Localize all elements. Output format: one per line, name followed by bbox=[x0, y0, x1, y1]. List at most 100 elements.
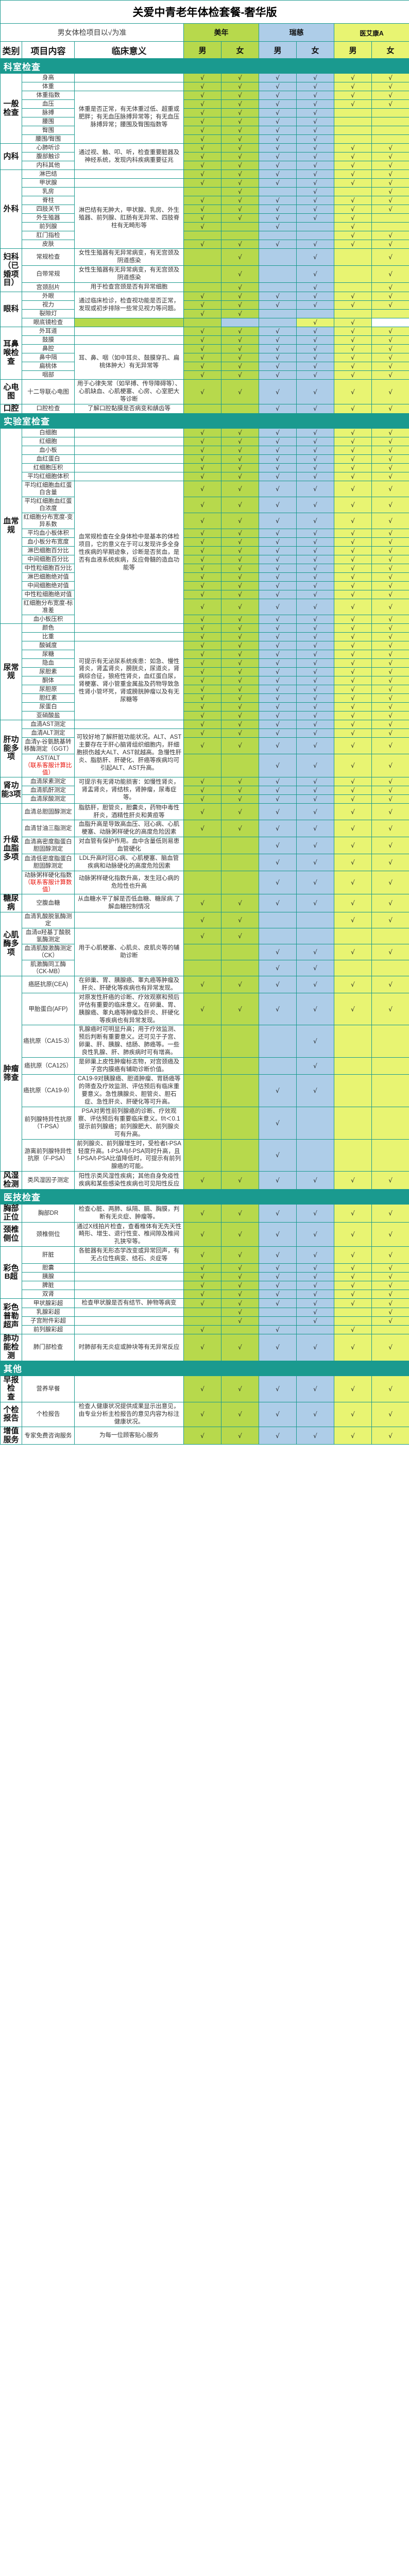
check-mark-icon: √ bbox=[371, 428, 409, 437]
check-mark-icon: √ bbox=[296, 1316, 334, 1326]
check-mark-icon: √ bbox=[296, 187, 334, 197]
check-mark-icon: √ bbox=[334, 632, 372, 642]
check-mark-icon: √ bbox=[371, 641, 409, 651]
check-mark-icon: √ bbox=[183, 529, 221, 538]
check-mark-icon: √ bbox=[296, 471, 334, 482]
row-meaning bbox=[74, 1316, 184, 1326]
check-mark-icon: √ bbox=[371, 240, 409, 249]
check-mark-icon: √ bbox=[334, 1272, 372, 1282]
check-mark-icon: √ bbox=[296, 1426, 334, 1445]
check-mark-icon: √ bbox=[183, 894, 221, 912]
check-mark-icon: √ bbox=[371, 564, 409, 573]
check-mark-icon: √ bbox=[259, 572, 297, 582]
check-mark-icon: √ bbox=[371, 379, 409, 404]
row-meaning: 为每一位顾客贴心服务 bbox=[74, 1426, 184, 1445]
check-mark-icon: √ bbox=[259, 1074, 297, 1107]
check-mark-icon: √ bbox=[334, 73, 372, 83]
table-row: 腰围 √ √ √ √ bbox=[1, 117, 409, 127]
table-row: 亚硝酸盐 √ √ √ √ √ √ bbox=[1, 711, 409, 721]
check-mark-icon: √ bbox=[259, 497, 297, 514]
check-mark-icon: √ bbox=[296, 667, 334, 677]
check-mark-icon: √ bbox=[221, 265, 259, 283]
row-meaning: 阳性示类风湿性疾病；其他自身免疫性疾病和某些感染性疾病也可见阳性反应 bbox=[74, 1171, 184, 1190]
check-mark-icon: √ bbox=[221, 379, 259, 404]
check-mark-icon: √ bbox=[221, 497, 259, 514]
check-mark-icon: √ bbox=[221, 785, 259, 795]
row-item: 前列腺 bbox=[22, 222, 75, 232]
check-cell-empty bbox=[183, 1106, 221, 1140]
check-mark-icon: √ bbox=[371, 1375, 409, 1403]
check-mark-icon: √ bbox=[221, 134, 259, 144]
row-item: 胰腺 bbox=[22, 1272, 75, 1282]
check-mark-icon: √ bbox=[259, 379, 297, 404]
table-row: 彩色 普勒 超声 甲状腺彩超 检查甲状腺是否有结节、肿物等病变 √ √ √ √ √ √ bbox=[0, 1298, 409, 1335]
check-mark-icon: √ bbox=[371, 1171, 409, 1190]
check-mark-icon: √ bbox=[221, 196, 259, 206]
check-mark-icon: √ bbox=[221, 720, 259, 730]
check-mark-icon: √ bbox=[259, 1375, 297, 1403]
check-mark-icon: √ bbox=[183, 776, 221, 786]
row-category: 口腔 bbox=[0, 403, 22, 414]
row-meaning: 用于心肌梗塞、心肌炎、皮肌炎等的辅助诊断 bbox=[74, 927, 184, 976]
check-mark-icon: √ bbox=[183, 178, 221, 188]
check-mark-icon: √ bbox=[371, 370, 409, 380]
check-mark-icon: √ bbox=[183, 685, 221, 694]
row-item: 甲状腺 bbox=[22, 178, 75, 188]
check-cell-empty bbox=[221, 943, 259, 960]
check-mark-icon: √ bbox=[183, 161, 221, 171]
check-cell-empty bbox=[183, 854, 221, 872]
check-mark-icon: √ bbox=[259, 1272, 297, 1282]
check-mark-icon: √ bbox=[334, 641, 372, 651]
check-mark-icon: √ bbox=[371, 975, 409, 993]
check-mark-icon: √ bbox=[259, 344, 297, 354]
check-mark-icon: √ bbox=[259, 975, 297, 993]
row-category: 肾功 能3项 bbox=[0, 776, 22, 804]
check-mark-icon: √ bbox=[371, 615, 409, 624]
table-row: 平均血小板体积 √ √ √ √ √ √ bbox=[1, 529, 409, 538]
table-row: 视力 √ √ √ √ √ √ bbox=[1, 300, 409, 310]
row-item: 肝脏 bbox=[22, 1246, 75, 1264]
check-mark-icon: √ bbox=[334, 720, 372, 730]
check-mark-icon: √ bbox=[334, 685, 372, 694]
row-meaning: 通过临床检诊，检查视功能是否正常，发现或初步排除一些常见视力等问题。 bbox=[74, 291, 184, 319]
check-mark-icon: √ bbox=[221, 894, 259, 912]
check-cell-empty bbox=[259, 911, 297, 928]
check-mark-icon: √ bbox=[334, 894, 372, 912]
check-cell-empty bbox=[371, 134, 409, 144]
check-mark-icon: √ bbox=[183, 785, 221, 795]
check-mark-icon: √ bbox=[183, 497, 221, 514]
check-mark-icon: √ bbox=[334, 803, 372, 821]
check-mark-icon: √ bbox=[334, 702, 372, 712]
check-mark-icon: √ bbox=[334, 291, 372, 301]
row-item: 脾脏 bbox=[22, 1281, 75, 1291]
section-band-1: 科室检查 bbox=[0, 58, 409, 74]
check-cell-empty bbox=[221, 959, 259, 976]
check-mark-icon: √ bbox=[334, 1334, 372, 1361]
table-row: 肾功 能3项 血清尿素测定 可提示有无肾功能损害：如慢性肾炎，肾盂肾炎，肾结核，肾肿瘤… bbox=[0, 776, 409, 804]
check-mark-icon: √ bbox=[221, 581, 259, 591]
check-mark-icon: √ bbox=[296, 632, 334, 642]
row-item: 红细胞分布宽度-变异系数 bbox=[22, 513, 75, 530]
check-mark-icon: √ bbox=[296, 248, 334, 266]
row-item: 身高 bbox=[22, 73, 75, 83]
check-mark-icon: √ bbox=[183, 1334, 221, 1361]
check-mark-icon: √ bbox=[371, 820, 409, 838]
check-mark-icon: √ bbox=[221, 911, 259, 928]
check-mark-icon: √ bbox=[183, 632, 221, 642]
check-mark-icon: √ bbox=[221, 1402, 259, 1427]
check-mark-icon: √ bbox=[296, 143, 334, 153]
table-row: 肝功 能多项血清AST测定 √ √ √ √ √ √ bbox=[0, 720, 409, 777]
check-mark-icon: √ bbox=[334, 1426, 372, 1445]
check-cell-empty bbox=[334, 126, 372, 135]
check-mark-icon: √ bbox=[371, 623, 409, 633]
check-mark-icon: √ bbox=[259, 108, 297, 118]
check-mark-icon: √ bbox=[334, 222, 372, 232]
row-item: 血清低密度脂蛋白胆固醇测定 bbox=[22, 854, 75, 872]
check-cell-empty bbox=[259, 187, 297, 197]
check-mark-icon: √ bbox=[334, 711, 372, 721]
check-cell-empty bbox=[259, 927, 297, 944]
check-mark-icon: √ bbox=[183, 152, 221, 162]
check-mark-icon: √ bbox=[296, 1308, 334, 1317]
check-mark-icon: √ bbox=[259, 161, 297, 171]
check-mark-icon: √ bbox=[221, 170, 259, 179]
